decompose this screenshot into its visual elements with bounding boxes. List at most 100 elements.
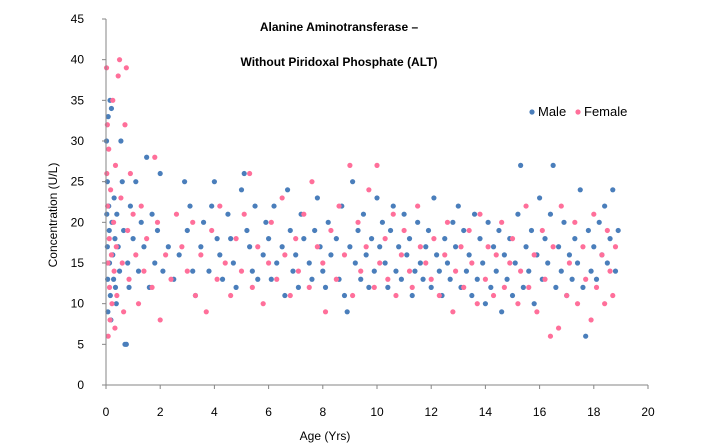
y-tick-label: 45 bbox=[71, 12, 85, 26]
data-point-female bbox=[564, 292, 570, 299]
x-tick-label: 6 bbox=[265, 405, 272, 419]
data-point-female bbox=[233, 236, 239, 242]
data-point-male bbox=[268, 276, 274, 282]
data-point-male bbox=[596, 219, 602, 225]
data-point-male bbox=[104, 211, 110, 217]
data-point-female bbox=[458, 244, 464, 250]
data-point-male bbox=[442, 236, 448, 242]
data-point-female bbox=[203, 309, 209, 315]
data-point-male bbox=[528, 227, 535, 234]
data-point-female bbox=[306, 284, 312, 290]
data-point-female bbox=[469, 260, 475, 266]
data-point-male bbox=[420, 276, 426, 282]
series-female bbox=[103, 57, 619, 339]
data-point-male bbox=[228, 236, 234, 242]
data-point-male bbox=[542, 236, 548, 242]
data-point-male bbox=[350, 179, 356, 185]
data-point-male bbox=[379, 219, 386, 225]
data-point-male bbox=[144, 154, 150, 160]
data-point-male bbox=[209, 203, 215, 209]
x-tick-label: 4 bbox=[211, 405, 218, 419]
data-point-female bbox=[602, 301, 608, 307]
data-point-female bbox=[515, 301, 521, 307]
chart-title-group: Alanine Aminotransferase – Without Pirid… bbox=[241, 20, 438, 69]
data-point-female bbox=[477, 211, 483, 217]
data-point-male bbox=[358, 276, 364, 282]
data-point-male bbox=[105, 114, 111, 120]
data-point-male bbox=[290, 268, 296, 274]
data-point-male bbox=[230, 260, 236, 266]
data-point-female bbox=[542, 276, 548, 282]
data-point-female bbox=[507, 260, 513, 266]
data-point-male bbox=[152, 260, 158, 266]
data-point-male bbox=[306, 260, 312, 266]
data-point-male bbox=[406, 236, 413, 242]
data-point-female bbox=[118, 195, 124, 201]
data-point-female bbox=[558, 203, 564, 209]
data-point-male bbox=[284, 187, 291, 193]
data-point-male bbox=[249, 268, 255, 274]
data-point-male bbox=[301, 236, 307, 242]
data-point-female bbox=[133, 252, 139, 258]
data-point-male bbox=[436, 268, 442, 274]
data-point-female bbox=[461, 284, 467, 290]
data-point-female bbox=[266, 260, 272, 266]
data-point-female bbox=[591, 211, 597, 217]
data-point-female bbox=[572, 219, 578, 225]
data-point-male bbox=[344, 309, 350, 315]
data-point-female bbox=[366, 187, 372, 193]
data-point-female bbox=[509, 236, 516, 242]
data-point-female bbox=[209, 227, 215, 234]
data-point-female bbox=[320, 260, 326, 266]
data-point-male bbox=[401, 211, 407, 217]
data-point-male bbox=[325, 219, 331, 225]
data-point-male bbox=[347, 244, 353, 250]
data-point-male bbox=[504, 276, 510, 282]
data-point-female bbox=[106, 284, 113, 290]
data-point-male bbox=[107, 292, 113, 299]
data-point-female bbox=[107, 317, 113, 323]
data-point-male bbox=[461, 227, 467, 234]
data-point-female bbox=[588, 317, 594, 323]
data-point-male bbox=[154, 227, 161, 234]
data-point-female bbox=[417, 244, 423, 250]
data-point-female bbox=[279, 195, 285, 201]
data-point-male bbox=[287, 227, 293, 234]
data-point-female bbox=[482, 276, 488, 282]
data-point-male bbox=[322, 284, 329, 290]
data-point-female bbox=[214, 276, 220, 282]
data-point-male bbox=[569, 276, 575, 282]
data-point-male bbox=[320, 268, 326, 274]
data-point-male bbox=[428, 284, 434, 290]
chart-title: Alanine Aminotransferase – bbox=[260, 20, 419, 34]
data-point-male bbox=[360, 211, 367, 217]
data-point-male bbox=[282, 292, 288, 299]
data-point-male bbox=[404, 252, 410, 258]
data-point-male bbox=[415, 219, 421, 225]
data-point-female bbox=[108, 252, 115, 258]
data-point-male bbox=[520, 284, 526, 290]
data-point-female bbox=[198, 252, 204, 258]
data-point-male bbox=[482, 301, 488, 307]
data-point-male bbox=[450, 219, 456, 225]
data-point-male bbox=[368, 236, 375, 242]
data-point-male bbox=[444, 260, 451, 266]
data-point-female bbox=[466, 227, 472, 234]
data-point-female bbox=[371, 284, 377, 290]
data-point-male bbox=[121, 227, 127, 234]
data-point-male bbox=[314, 195, 320, 201]
y-tick-label: 20 bbox=[71, 215, 85, 229]
data-point-male bbox=[412, 268, 418, 274]
data-point-male bbox=[141, 244, 147, 250]
data-point-male bbox=[105, 309, 111, 315]
data-point-male bbox=[190, 268, 196, 274]
data-point-male bbox=[455, 203, 461, 209]
data-point-male bbox=[423, 244, 429, 250]
data-point-female bbox=[485, 244, 491, 250]
data-point-male bbox=[561, 219, 567, 225]
y-tick-label: 5 bbox=[77, 337, 84, 351]
data-point-female bbox=[222, 260, 228, 266]
data-point-male bbox=[382, 260, 388, 266]
data-point-female bbox=[550, 244, 556, 250]
data-point-male bbox=[604, 260, 610, 266]
